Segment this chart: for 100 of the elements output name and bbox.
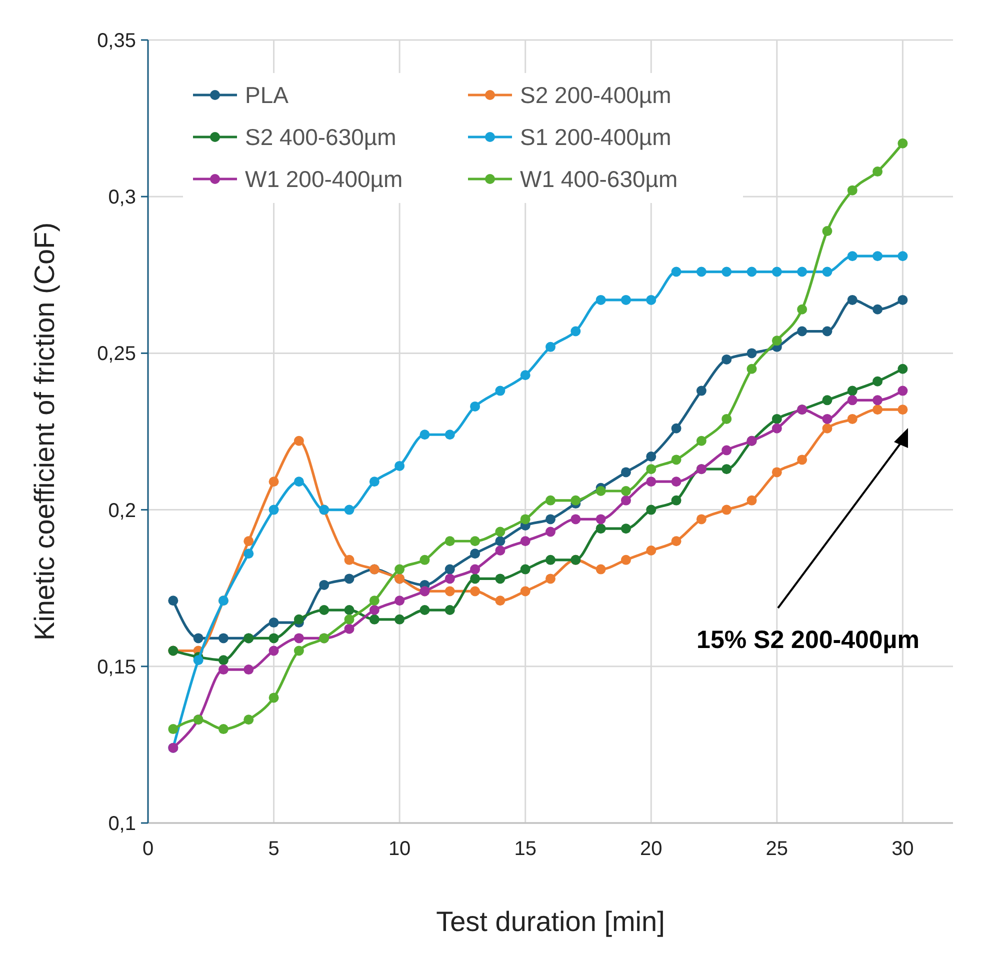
point [319,580,330,590]
point [495,596,506,606]
point [722,414,732,424]
point [898,138,908,148]
point [620,467,631,478]
legend-label: W1 200-400µm [245,166,403,192]
point [746,266,757,277]
point [268,476,279,487]
y-tick-label: 0,1 [108,813,136,835]
point [268,618,279,628]
point [470,574,480,584]
point [369,476,380,487]
point [620,495,631,506]
point [218,655,228,666]
point [444,536,455,546]
point [394,596,405,606]
point [369,605,380,616]
point [168,596,178,606]
point [822,414,832,424]
point [495,386,506,396]
point [394,460,405,471]
point [872,395,883,406]
point [420,605,430,616]
y-tick-label: 0,15 [97,656,136,678]
point [369,596,380,606]
point [898,364,908,374]
point [244,714,254,725]
point [822,423,832,434]
legend-label: W1 400-630µm [520,166,678,192]
point [696,386,706,396]
point [319,605,330,616]
point [520,514,530,524]
point [872,376,883,386]
point [596,524,606,534]
point [394,564,405,574]
point [671,266,682,277]
x-tick-label: 25 [766,838,788,860]
point [244,536,254,546]
point [546,342,556,352]
point [797,326,808,336]
point [847,386,858,396]
point [620,486,631,496]
point [822,226,832,236]
point [344,554,354,565]
point [244,548,254,559]
point [444,605,455,616]
point [722,445,732,456]
point [344,605,354,616]
point [268,692,279,703]
point [520,586,530,596]
point [168,724,178,734]
point [520,564,530,574]
point [420,430,430,440]
point [470,564,480,574]
point [394,614,405,624]
point [546,526,556,537]
point [772,414,782,424]
x-tick-label: 0 [142,838,154,860]
point [872,404,883,415]
x-tick-label: 20 [640,838,662,860]
point [546,554,556,565]
point [444,574,455,584]
point [344,504,354,515]
point [898,294,908,305]
point [872,304,883,314]
point [772,423,782,434]
point [620,524,631,534]
point [797,454,808,465]
point [646,464,656,474]
point [646,476,656,487]
y-tick-label: 0,35 [97,30,136,52]
point [646,546,656,556]
point [520,536,530,546]
point [696,436,706,446]
legend-label: PLA [245,82,290,108]
point [344,624,354,634]
point [772,266,782,277]
legend-label: S2 200-400µm [520,82,672,108]
point [570,326,581,336]
point [722,504,732,515]
legend-label: S1 200-400µm [520,124,672,150]
point [570,495,581,506]
x-tick-label: 5 [268,838,280,860]
y-tick-label: 0,2 [108,500,136,522]
y-tick-label: 0,3 [108,186,136,209]
point [218,633,228,644]
x-tick-label: 30 [892,838,914,860]
point [244,664,254,675]
point [520,370,530,380]
point [596,564,606,574]
point [696,266,706,277]
point [596,294,606,305]
point [294,633,304,644]
point [193,655,204,666]
point [797,266,808,277]
point [822,326,832,336]
point [294,436,304,446]
point [722,266,732,277]
point [772,336,782,346]
point [872,251,883,262]
